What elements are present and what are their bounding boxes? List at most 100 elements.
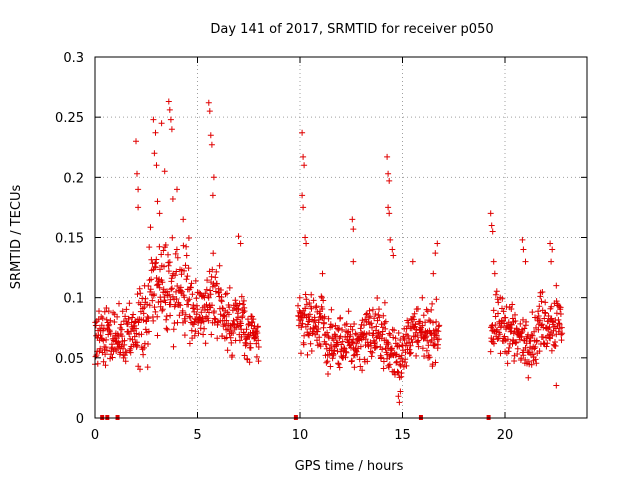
data-point (549, 332, 556, 339)
data-point (549, 246, 556, 253)
data-point (509, 340, 516, 347)
data-point (535, 326, 542, 333)
data-point (558, 337, 565, 344)
data-point (134, 342, 141, 349)
data-point (407, 349, 414, 356)
data-point (149, 297, 156, 304)
data-point (248, 319, 255, 326)
data-point (382, 325, 389, 332)
data-point (382, 318, 389, 325)
data-point (134, 170, 140, 177)
data-point (531, 328, 538, 335)
data-point (380, 312, 387, 319)
data-point (107, 317, 114, 324)
data-point (312, 323, 319, 329)
data-point (359, 367, 366, 374)
y-axis-label: SRMTID / TECUs (9, 185, 24, 290)
data-point (370, 337, 377, 344)
data-point (174, 283, 181, 289)
data-point (367, 348, 374, 355)
data-point (229, 352, 236, 359)
data-point (246, 359, 253, 366)
data-point (205, 99, 212, 106)
data-point (144, 314, 151, 320)
data-point (369, 324, 375, 331)
data-point (548, 258, 555, 265)
data-point (536, 303, 543, 310)
data-point (141, 344, 147, 351)
data-point (166, 259, 173, 266)
data-point (152, 129, 159, 136)
data-point (156, 284, 163, 291)
data-point (357, 325, 364, 332)
data-point (306, 300, 313, 306)
data-point (153, 162, 160, 169)
data-point (436, 322, 443, 329)
data-point (522, 258, 529, 265)
data-point (144, 364, 151, 371)
data-point (538, 298, 545, 305)
data-point (553, 298, 560, 305)
data-point (303, 296, 310, 303)
x-axis-label: GPS time / hours (295, 459, 404, 474)
data-point (372, 339, 378, 346)
data-point (152, 308, 159, 315)
data-point (172, 272, 179, 279)
data-point (374, 295, 381, 301)
data-point (324, 358, 331, 365)
data-point (341, 345, 348, 352)
data-point (339, 326, 346, 333)
data-point (419, 294, 426, 301)
data-point (145, 315, 152, 322)
data-point (376, 306, 382, 313)
data-point (398, 370, 405, 376)
data-point (163, 325, 170, 332)
data-point (205, 317, 212, 324)
data-point (207, 132, 214, 139)
data-point (373, 334, 380, 341)
data-point (489, 228, 496, 235)
data-point (532, 356, 539, 363)
data-point (335, 361, 342, 368)
data-point (295, 313, 302, 320)
data-point (156, 210, 163, 217)
data-point (381, 299, 388, 306)
data-point (342, 348, 349, 355)
data-point (191, 332, 198, 339)
data-point (542, 299, 549, 306)
data-point (93, 352, 100, 359)
data-point (385, 364, 392, 371)
data-point (298, 350, 304, 357)
data-point (507, 328, 514, 335)
data-point (385, 341, 392, 347)
data-point (166, 291, 173, 298)
data-point (219, 305, 226, 312)
data-point (147, 224, 154, 231)
data-point (192, 277, 199, 284)
y-tick-label: 0.1 (63, 292, 84, 307)
data-point (98, 322, 105, 329)
data-point (303, 240, 310, 247)
data-point (332, 332, 339, 339)
data-point (520, 246, 527, 253)
data-point (151, 304, 158, 311)
data-point (145, 328, 152, 335)
data-point (142, 326, 149, 333)
data-point (97, 345, 104, 352)
data-point (299, 129, 306, 136)
data-point (135, 204, 142, 211)
data-point (387, 236, 394, 243)
data-point (553, 382, 560, 389)
data-point (537, 317, 543, 324)
data-point (533, 337, 540, 344)
data-point (329, 323, 335, 330)
data-point (409, 258, 416, 265)
data-point (115, 345, 122, 351)
data-point (548, 347, 555, 354)
data-point (396, 361, 403, 368)
data-point (552, 343, 559, 349)
data-point (508, 306, 515, 312)
data-point (553, 310, 560, 317)
data-point (413, 352, 420, 359)
data-point (255, 358, 262, 365)
